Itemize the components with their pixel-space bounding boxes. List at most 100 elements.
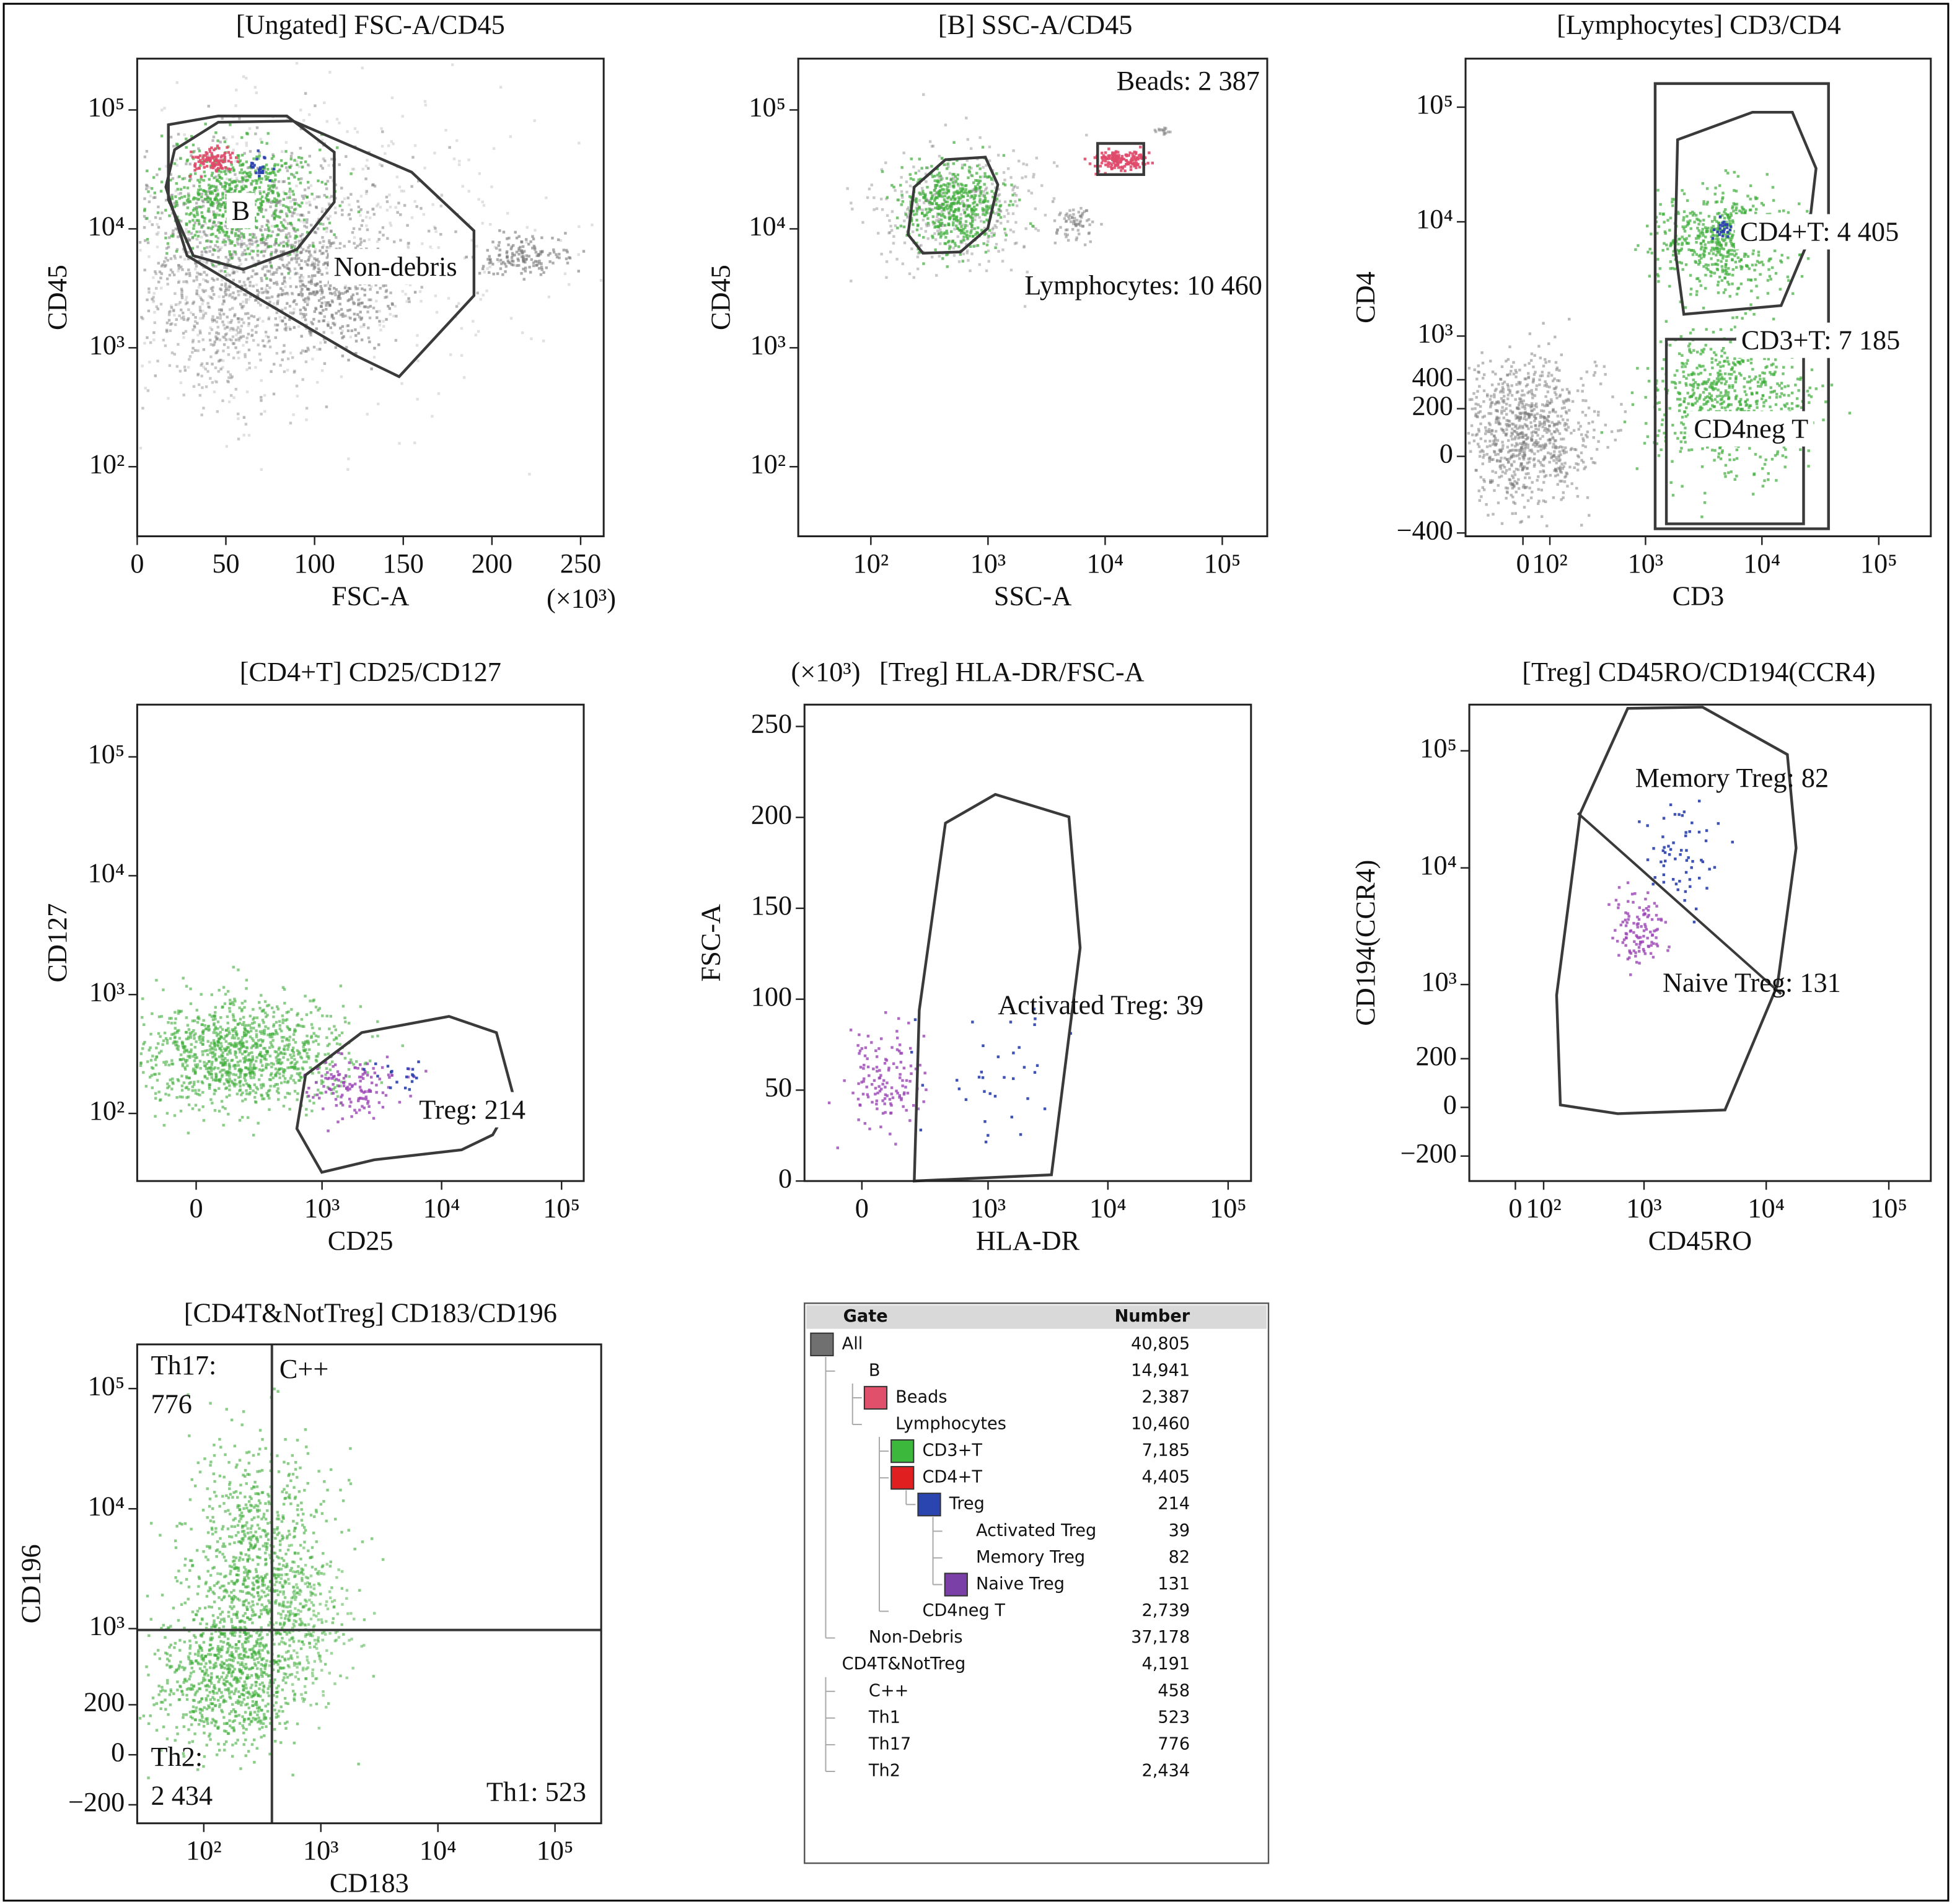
- event: [985, 164, 988, 167]
- event: [1513, 460, 1516, 463]
- event: [292, 326, 296, 329]
- event: [188, 200, 192, 203]
- event: [1533, 463, 1536, 466]
- event: [365, 224, 368, 227]
- event: [376, 291, 379, 294]
- event: [1516, 432, 1519, 436]
- event: [961, 229, 964, 233]
- event: [196, 333, 200, 337]
- event: [255, 272, 258, 276]
- event: [1545, 419, 1549, 423]
- event: [256, 254, 260, 257]
- event: [214, 379, 217, 383]
- event: [156, 173, 159, 177]
- event: [245, 301, 248, 304]
- event: [1547, 360, 1551, 363]
- event: [910, 247, 913, 250]
- event: [1488, 455, 1492, 458]
- event: [1553, 377, 1556, 380]
- event: [213, 248, 216, 252]
- event: [351, 167, 354, 171]
- event: [215, 331, 219, 334]
- event: [1513, 470, 1516, 473]
- event: [555, 255, 559, 259]
- event: [957, 219, 960, 222]
- event: [240, 305, 244, 309]
- event: [191, 346, 195, 350]
- event: [167, 311, 171, 314]
- event: [973, 227, 977, 230]
- event: [350, 193, 353, 196]
- event: [162, 338, 165, 342]
- event: [265, 194, 269, 197]
- event: [1541, 374, 1544, 377]
- event: [196, 235, 200, 238]
- event: [210, 261, 214, 265]
- event: [220, 177, 224, 180]
- event: [936, 213, 939, 216]
- event: [947, 206, 951, 209]
- event: [284, 150, 288, 153]
- event: [244, 293, 248, 297]
- event: [407, 246, 410, 250]
- event: [219, 288, 223, 292]
- event: [187, 317, 190, 320]
- event: [1543, 429, 1546, 432]
- event: [981, 146, 985, 149]
- event: [944, 242, 947, 245]
- event: [305, 249, 308, 253]
- event: [209, 377, 212, 380]
- event: [171, 271, 174, 274]
- event: [198, 149, 201, 152]
- event: [509, 317, 513, 320]
- event: [364, 216, 368, 219]
- event: [156, 211, 160, 214]
- event: [218, 202, 221, 205]
- event: [1614, 438, 1617, 442]
- event: [1523, 393, 1526, 397]
- event: [222, 300, 226, 304]
- event: [982, 165, 985, 169]
- event: [217, 204, 220, 208]
- event: [1480, 351, 1484, 354]
- event: [275, 202, 278, 205]
- event: [283, 279, 286, 283]
- event: [980, 219, 983, 223]
- y-tick-label: 10³: [750, 330, 786, 360]
- event: [1510, 431, 1513, 434]
- event: [1572, 429, 1576, 432]
- event: [568, 283, 571, 286]
- event: [143, 226, 146, 229]
- event: [1523, 407, 1527, 410]
- event: [211, 225, 214, 229]
- event: [338, 121, 341, 125]
- event: [1724, 208, 1727, 211]
- event: [357, 302, 361, 305]
- event: [206, 198, 209, 201]
- event: [1535, 405, 1538, 408]
- event: [1547, 420, 1550, 423]
- event: [223, 270, 227, 273]
- event: [482, 204, 486, 207]
- event: [191, 302, 195, 305]
- event: [1477, 489, 1480, 493]
- event: [346, 130, 349, 133]
- event: [187, 308, 190, 312]
- event: [1512, 485, 1516, 489]
- event: [199, 188, 203, 191]
- event: [255, 91, 258, 95]
- event: [233, 314, 236, 318]
- event: [517, 253, 521, 256]
- event: [1587, 421, 1591, 425]
- event: [946, 265, 949, 268]
- event: [345, 155, 348, 158]
- event: [416, 359, 420, 362]
- event: [565, 257, 568, 260]
- event: [1583, 467, 1586, 470]
- event: [1063, 217, 1066, 220]
- event: [315, 206, 319, 209]
- event: [276, 163, 279, 167]
- event: [319, 284, 322, 288]
- event: [1553, 430, 1556, 433]
- event: [478, 172, 481, 175]
